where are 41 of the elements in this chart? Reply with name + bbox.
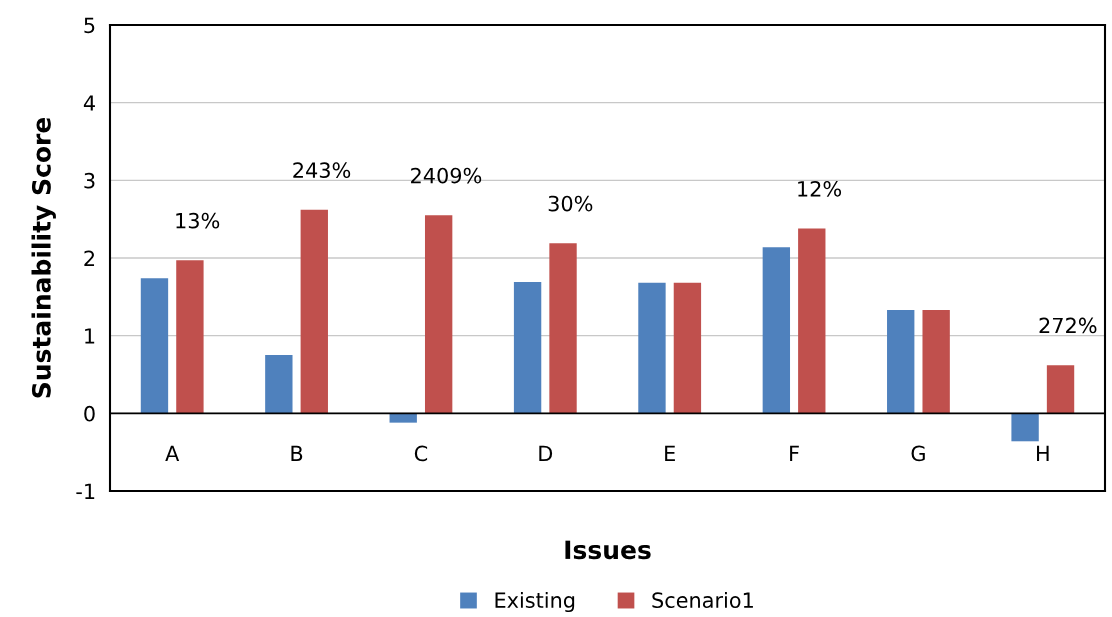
x-tick-label: F bbox=[790, 445, 799, 461]
bar bbox=[922, 310, 950, 414]
bar bbox=[887, 310, 915, 414]
bar bbox=[140, 278, 169, 414]
legend-label: Existing bbox=[495, 591, 575, 613]
x-axis-title: Issues bbox=[565, 540, 651, 560]
y-tick-label: 0 bbox=[84, 405, 95, 422]
bar bbox=[673, 282, 702, 414]
bar bbox=[389, 413, 417, 423]
y-tick-label: 4 bbox=[83, 95, 95, 111]
x-tick-label: B bbox=[291, 445, 303, 461]
bar bbox=[300, 209, 328, 414]
x-tick-label: D bbox=[539, 445, 553, 461]
x-tick-label: C bbox=[414, 445, 428, 462]
bar bbox=[549, 243, 577, 414]
legend-label: Scenario1 bbox=[652, 591, 753, 609]
bar bbox=[513, 282, 542, 414]
y-tick-label: 3 bbox=[84, 172, 95, 189]
annotation: 2409% bbox=[411, 167, 482, 184]
bar bbox=[176, 260, 204, 414]
annotation: 243% bbox=[293, 162, 351, 179]
y-tick-label: 5 bbox=[84, 17, 95, 34]
bar bbox=[424, 215, 453, 414]
annotation: 272% bbox=[1039, 317, 1097, 334]
annotation: 30% bbox=[548, 195, 593, 212]
x-tick-label: H bbox=[1037, 445, 1049, 461]
bar bbox=[798, 228, 826, 414]
y-axis-title: Sustainability Score bbox=[31, 117, 56, 398]
bar bbox=[638, 282, 666, 414]
y-tick-label: -1 bbox=[76, 483, 95, 499]
bar bbox=[265, 355, 293, 414]
y-tick-label: 1 bbox=[85, 328, 95, 344]
annotation: 13% bbox=[176, 212, 220, 229]
annotation: 12% bbox=[798, 180, 842, 197]
bar bbox=[1046, 365, 1075, 414]
x-tick-label: E bbox=[665, 445, 675, 461]
bar bbox=[1011, 413, 1039, 442]
x-tick-label: G bbox=[911, 445, 925, 462]
x-tick-label: A bbox=[165, 445, 180, 461]
y-tick-label: 2 bbox=[84, 250, 95, 266]
bar bbox=[762, 247, 791, 414]
